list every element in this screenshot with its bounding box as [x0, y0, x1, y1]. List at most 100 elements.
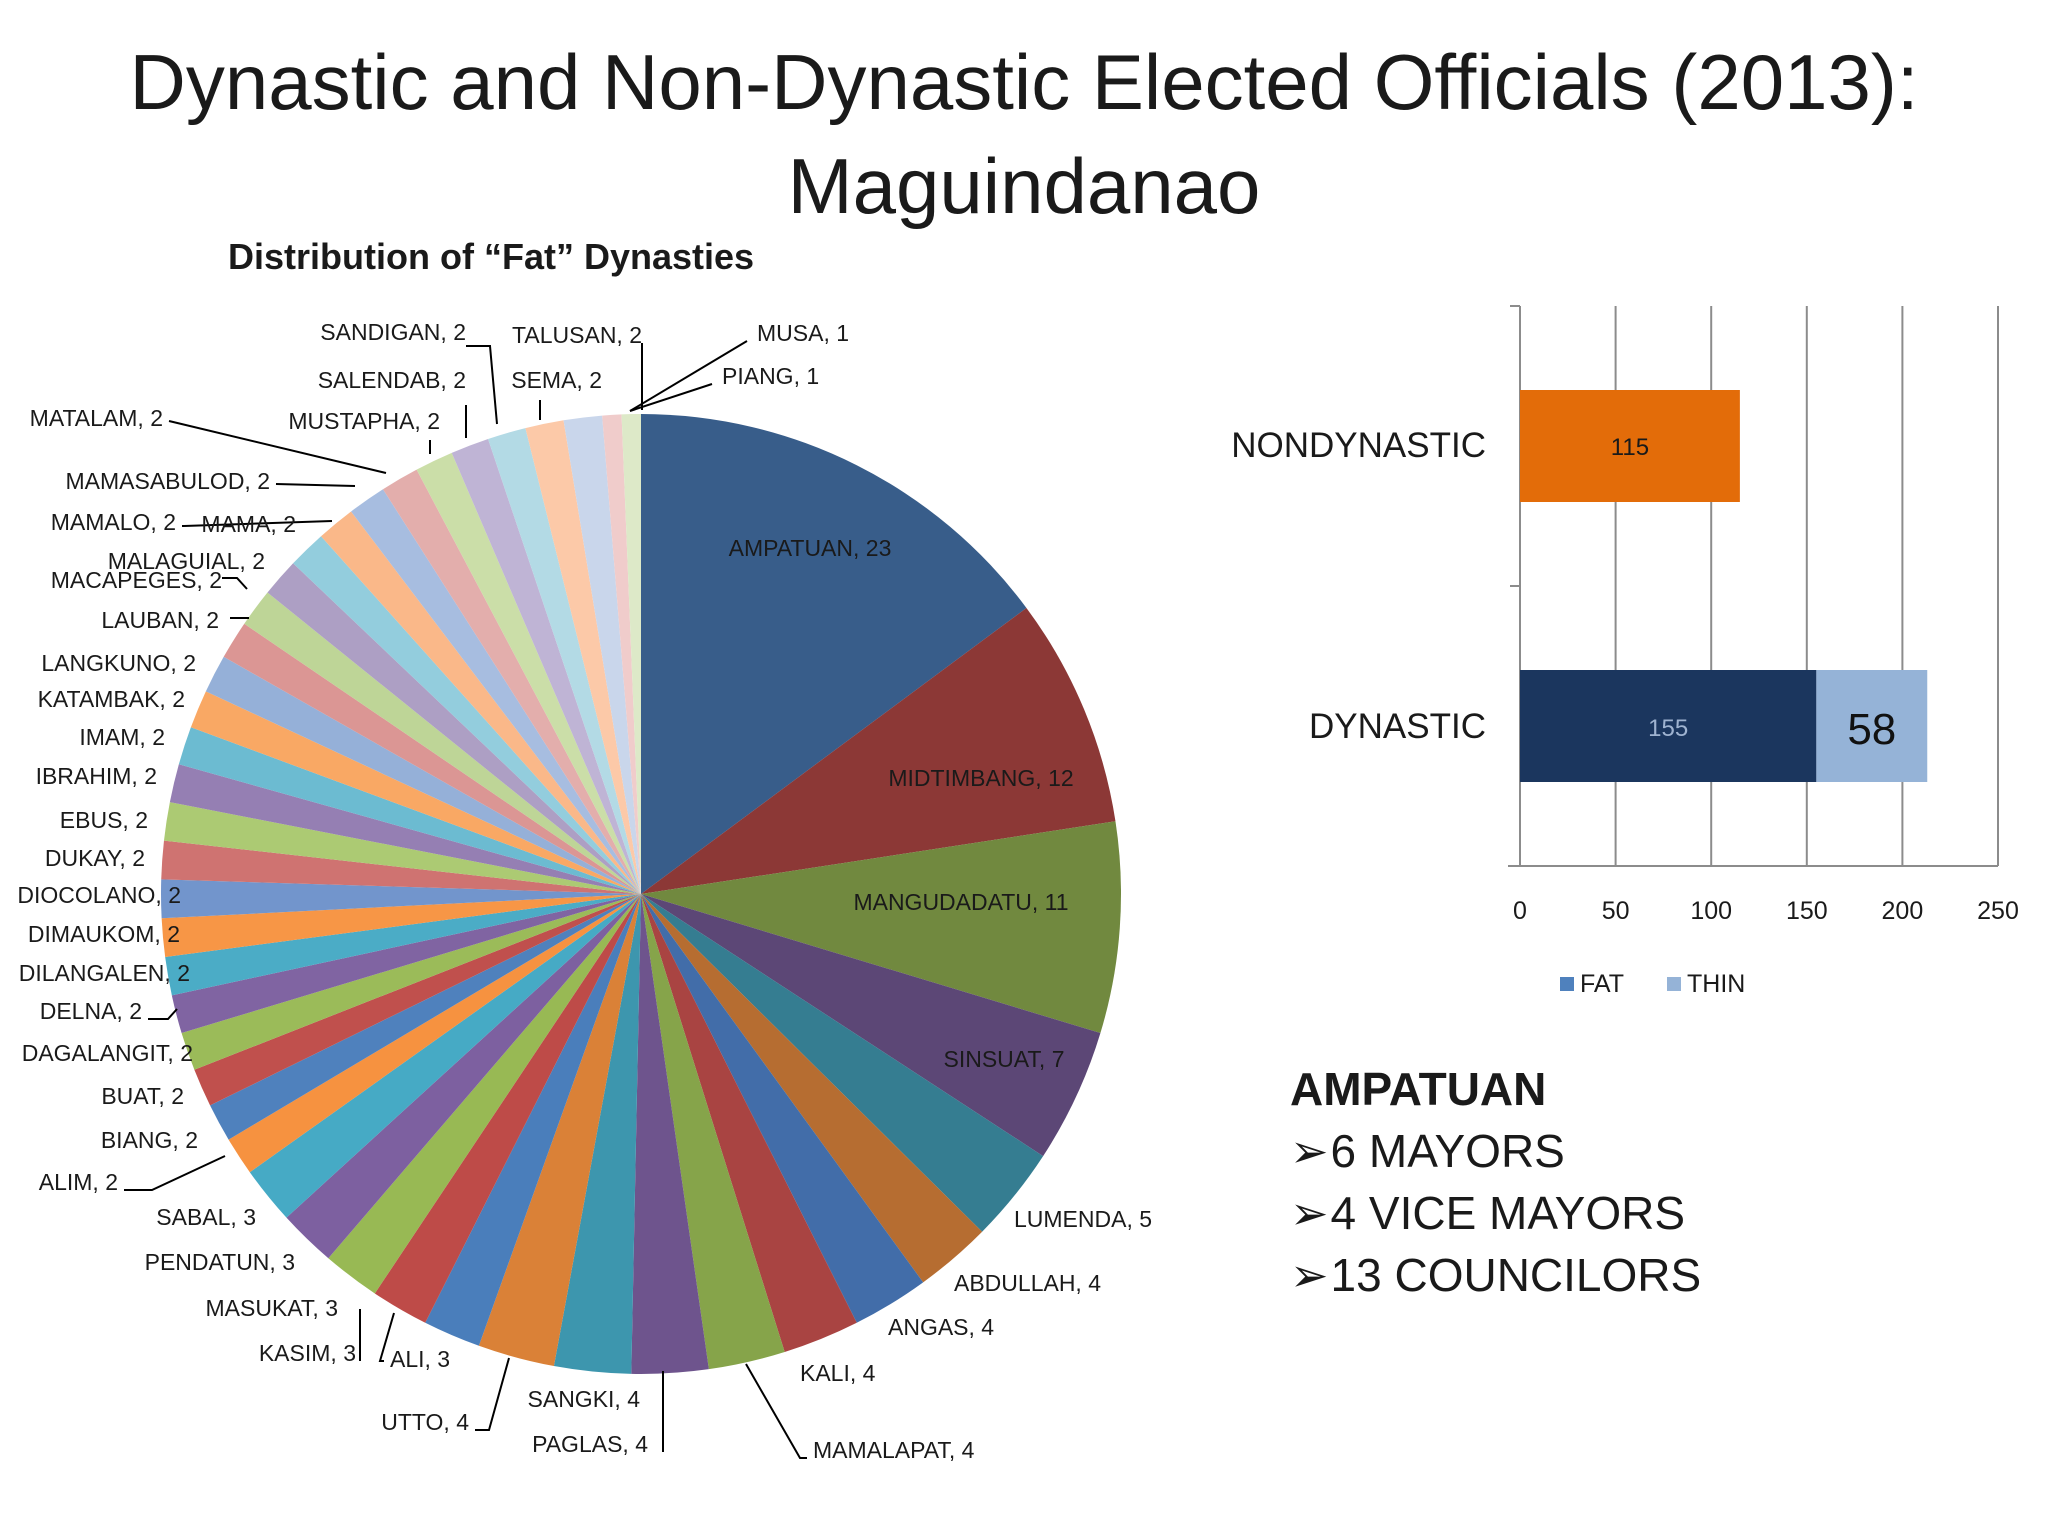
pie-slice-imam	[178, 727, 642, 894]
bar-bars	[1520, 390, 1928, 782]
bar-xtick-100: 100	[1690, 897, 1732, 925]
bar-label-fat: 155	[1648, 715, 1688, 742]
pie-label-ampatuan: AMPATUAN, 23	[729, 535, 892, 561]
pie-slice-midtimbang	[641, 607, 1116, 894]
legend-swatch-fat	[1560, 977, 1574, 991]
pie-slice-sandigan	[488, 428, 641, 894]
pie-slice-buat	[194, 894, 641, 1106]
pie-slice-ebus	[163, 802, 642, 894]
bar-xtick-200: 200	[1882, 897, 1924, 925]
pie-label-kali: KALI, 4	[800, 1360, 876, 1386]
pie-label-sangki: SANGKI, 4	[528, 1386, 641, 1412]
bar-axis: 0 50 100 150 200 250	[1508, 305, 2019, 925]
pie-labels: AMPATUAN, 23 MIDTIMBANG, 12 MANGUDADATU, 1…	[17, 319, 1152, 1463]
pie-label-lumenda: LUMENDA, 5	[1014, 1206, 1152, 1232]
bar-nondynastic	[1520, 390, 1740, 502]
pie-label-ibrahim: IBRAHIM, 2	[36, 763, 157, 789]
pie-slices	[161, 413, 1121, 1374]
pie-slice-utto	[478, 894, 641, 1367]
pie-label-dukay: DUKAY, 2	[45, 845, 145, 871]
legend-swatch-thin	[1667, 977, 1681, 991]
pie-leader-sandigan	[466, 345, 498, 425]
pie-slice-lumenda	[641, 894, 1044, 1232]
pie-label-langkuno: LANGKUNO, 2	[41, 650, 196, 676]
pie-label-abdullah: ABDULLAH, 4	[954, 1270, 1101, 1296]
pie-slice-abdullah	[641, 894, 983, 1283]
pie-label-buat: BUAT, 2	[101, 1083, 184, 1109]
pie-label-dimaukom: DIMAUKOM, 2	[28, 921, 180, 947]
pie-label-sabal: SABAL, 3	[156, 1204, 256, 1230]
pie-slice-sangki	[553, 894, 641, 1374]
pie-slice-malaguial	[267, 563, 641, 894]
pie-label-matalam: MATALAM, 2	[30, 405, 163, 431]
pie-label-sema: SEMA, 2	[511, 367, 602, 393]
slide-title-line-2: Maguindanao	[787, 142, 1261, 230]
pie-slice-sema	[525, 420, 641, 894]
legend-label-fat: FAT	[1580, 970, 1624, 998]
pie-slice-ibrahim	[169, 764, 641, 894]
pie-slice-dimaukom	[161, 894, 641, 958]
ampatuan-item-vice-mayors: 4 VICE MAYORS	[1290, 1182, 1701, 1244]
pie-slice-dukay	[161, 840, 641, 894]
pie-slice-alim	[228, 894, 641, 1173]
pie-slice-lauban	[223, 623, 641, 894]
pie-label-mamalapat: MAMALAPAT, 4	[813, 1437, 975, 1463]
pie-label-diocolano: DIOCOLANO, 2	[17, 882, 181, 908]
pie-leader-utto	[475, 1357, 510, 1431]
pie-label-piang: PIANG, 1	[722, 363, 819, 389]
bar-texts: NONDYNASTIC DYNASTIC 115 155 58	[1231, 426, 1896, 754]
pie-slice-mangudadatu	[641, 821, 1121, 1034]
pie-label-talusan: TALUSAN, 2	[512, 322, 642, 348]
pie-label-dagalangit: DAGALANGIT, 2	[22, 1040, 193, 1066]
pie-slice-piang	[621, 413, 641, 894]
pie-slice-dagalangit	[181, 894, 641, 1070]
pie-label-sinsuat: SINSUAT, 7	[944, 1046, 1065, 1072]
pie-label-malaguial: MALAGUIAL, 2	[108, 548, 265, 574]
pie-slice-mama	[293, 536, 641, 894]
pie-slice-mamasabulod	[351, 489, 641, 894]
pie-slice-talusan	[563, 415, 641, 894]
bar-category-nondynastic: NONDYNASTIC	[1231, 426, 1486, 465]
pie-leader-ali	[378, 1312, 395, 1362]
pie-label-pendatun: PENDATUN, 3	[145, 1249, 295, 1275]
pie-slice-biang	[210, 894, 642, 1140]
pie-label-delna: DELNA, 2	[40, 998, 142, 1024]
pie-slice-macapeges	[244, 592, 641, 894]
bar-xtick-150: 150	[1786, 897, 1828, 925]
pie-label-imam: IMAM, 2	[79, 724, 165, 750]
pie-label-kasim: KASIM, 3	[259, 1340, 356, 1366]
pie-label-mustapha: MUSTAPHA, 2	[288, 408, 440, 434]
pie-leader-delna	[148, 1008, 178, 1020]
pie-label-paglas: PAGLAS, 4	[532, 1431, 648, 1457]
pie-slice-ali	[425, 894, 641, 1346]
pie-label-masukat: MASUKAT, 3	[206, 1295, 339, 1321]
pie-label-alim: ALIM, 2	[39, 1169, 118, 1195]
bar-dynastic-thin	[1816, 670, 1928, 782]
pie-slice-dilangalen	[165, 894, 641, 996]
pie-slice-kali	[641, 894, 857, 1352]
pie-slice-angas	[641, 894, 924, 1323]
pie-label-mamalo: MAMALO, 2	[51, 509, 176, 535]
pie-slice-paglas	[631, 894, 709, 1374]
pie-label-dilangalen: DILANGALEN, 2	[19, 960, 190, 986]
pie-slice-mustapha	[416, 452, 641, 894]
pie-leader-musa	[629, 340, 748, 412]
legend-label-thin: THIN	[1687, 970, 1745, 998]
pie-slice-sinsuat	[641, 894, 1101, 1157]
pie-slice-delna	[171, 894, 641, 1034]
pie-slice-pendatun	[286, 894, 641, 1259]
pie-slice-musa	[602, 414, 641, 894]
pie-leader-alim	[124, 1155, 226, 1191]
pie-slice-mamalapat	[641, 894, 785, 1370]
pie-slice-langkuno	[205, 656, 642, 894]
pie-leader-mamasabulod	[275, 483, 356, 487]
pie-label-mamasabulod: MAMASABULOD, 2	[66, 468, 271, 494]
bar-legend: FAT THIN	[1560, 970, 1745, 998]
pie-chart-title: Distribution of “Fat” Dynasties	[228, 236, 755, 277]
pie-label-ebus: EBUS, 2	[60, 807, 148, 833]
pie-label-macapeges: MACAPEGES, 2	[51, 567, 222, 593]
pie-label-midtimbang: MIDTIMBANG, 12	[888, 765, 1073, 791]
ampatuan-item-councilors: 13 COUNCILORS	[1290, 1244, 1702, 1306]
slide-title: Dynastic and Non-Dynastic Elected Offici…	[0, 30, 2048, 238]
